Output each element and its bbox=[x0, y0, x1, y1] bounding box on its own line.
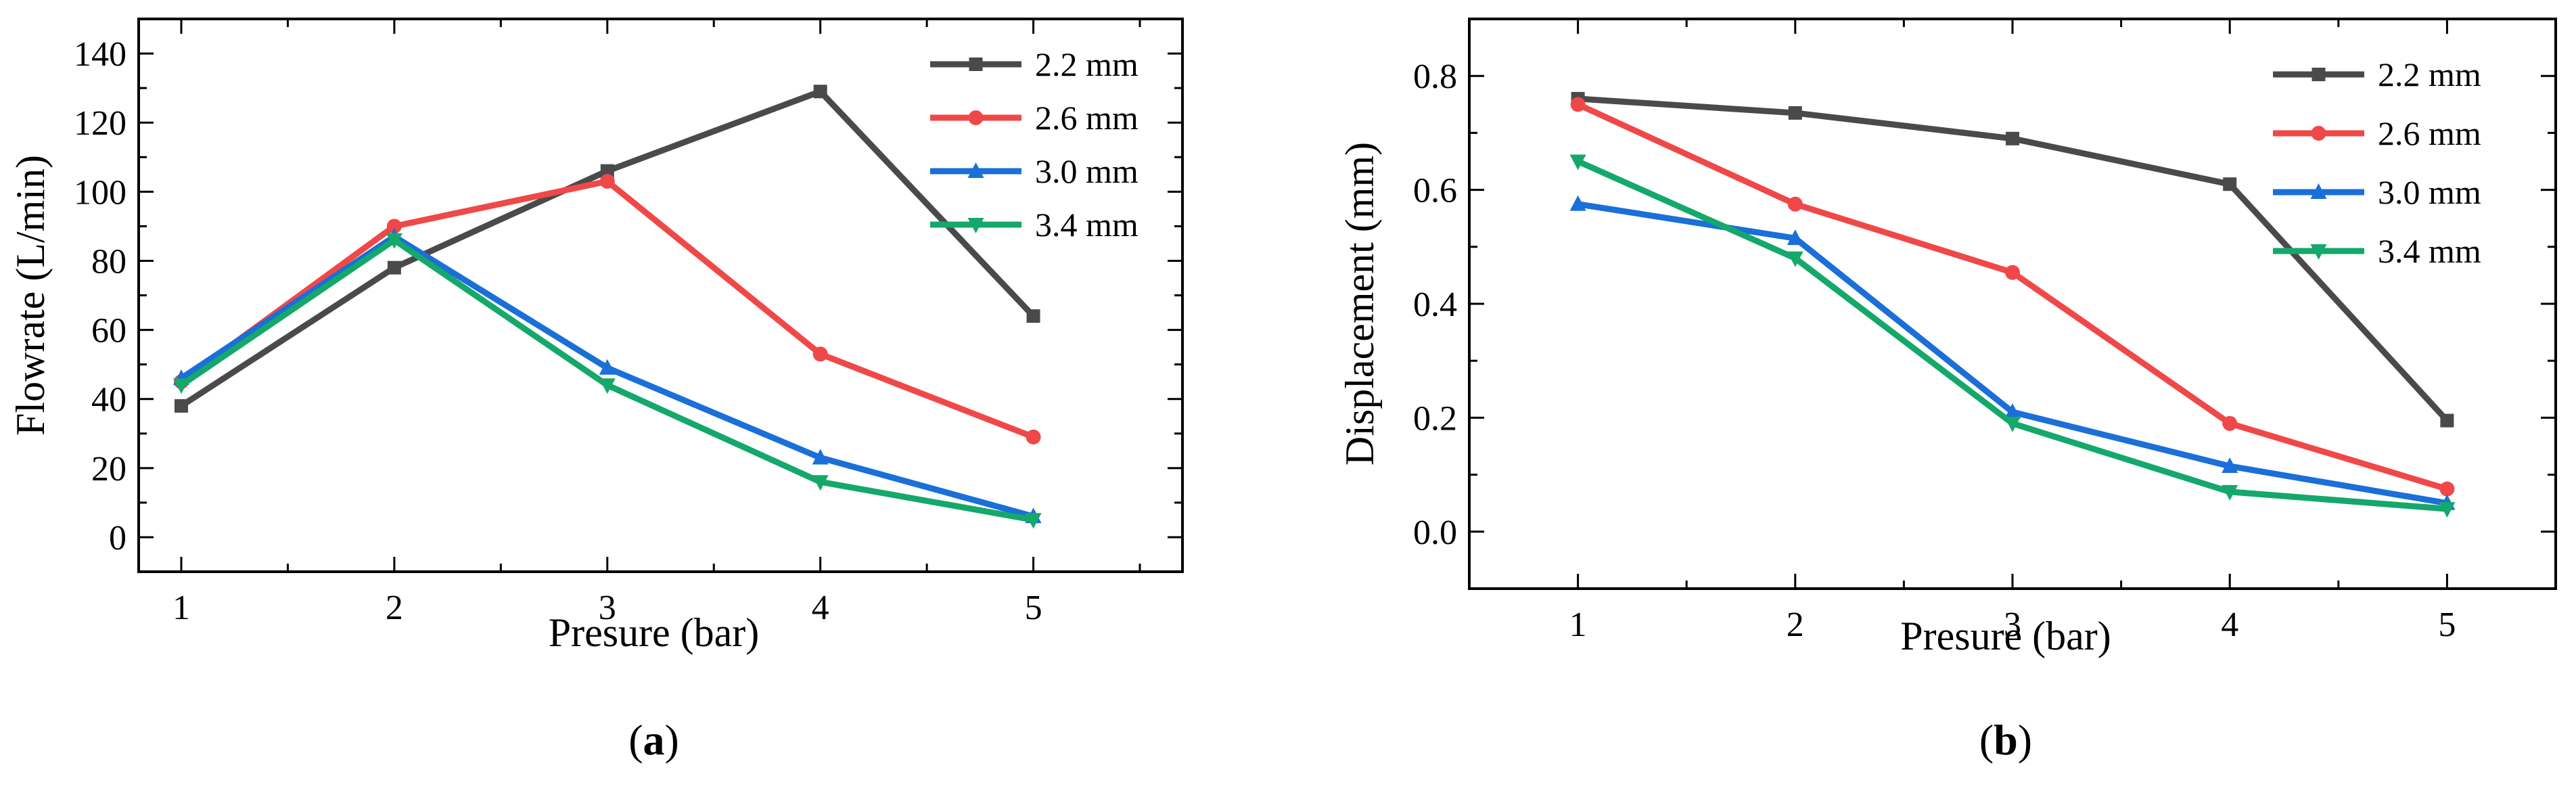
series-line-3.4-mm bbox=[1576, 158, 2447, 512]
marker-slegend1-p0 bbox=[2311, 126, 2326, 141]
marker-slegend3-p0 bbox=[2310, 244, 2327, 260]
x-tick-label: 5 bbox=[1025, 589, 1042, 627]
legend-label: 3.4 mm bbox=[2378, 232, 2481, 270]
marker-s0-p4 bbox=[1026, 309, 1040, 323]
panel-label-part: ( bbox=[628, 716, 643, 764]
marker-s0-p1 bbox=[387, 260, 401, 275]
legend-label: 2.6 mm bbox=[2378, 114, 2481, 152]
y-tick-label: 120 bbox=[74, 104, 127, 143]
marker-s0-p4 bbox=[2440, 413, 2454, 428]
marker-s3-p1 bbox=[386, 233, 402, 249]
x-tick-label: 4 bbox=[2221, 606, 2238, 644]
legend-label: 3.4 mm bbox=[1035, 206, 1138, 244]
marker-s2-p2 bbox=[599, 359, 616, 375]
legend-label: 3.0 mm bbox=[2378, 173, 2481, 211]
x-tick-label: 4 bbox=[812, 589, 829, 627]
marker-s3-p0 bbox=[1569, 154, 1586, 171]
marker-s1-p2 bbox=[2005, 265, 2020, 280]
marker-slegend3-p0 bbox=[967, 218, 984, 233]
y-tick-label: 140 bbox=[74, 35, 127, 74]
marker-s3-p3 bbox=[2222, 484, 2238, 501]
marker-s2-p2 bbox=[2004, 403, 2021, 419]
marker-s1-p3 bbox=[2222, 415, 2238, 431]
marker-s1-p2 bbox=[599, 173, 615, 189]
panel-label-part: a bbox=[643, 716, 665, 764]
marker-s2-p0 bbox=[1569, 195, 1586, 211]
legend-label: 3.0 mm bbox=[1035, 152, 1138, 190]
y-axis-title: Flowrate (L/min) bbox=[8, 155, 53, 436]
marker-s2-p1 bbox=[1787, 229, 1803, 246]
y-tick-label: 40 bbox=[91, 381, 127, 419]
panel-label-part: ( bbox=[1979, 716, 1994, 764]
marker-slegend0-p0 bbox=[2312, 68, 2326, 81]
marker-slegend1-p0 bbox=[968, 110, 984, 125]
marker-slegend2-p0 bbox=[2310, 183, 2327, 199]
legend-label: 2.6 mm bbox=[1035, 99, 1138, 137]
marker-s2-p3 bbox=[2222, 457, 2238, 473]
series-line-2.2-mm bbox=[1578, 95, 2450, 423]
marker-s3-p2 bbox=[2004, 416, 2021, 432]
panel-label: (b) bbox=[1979, 716, 2032, 764]
x-axis-title: Presure (bar) bbox=[1900, 614, 2111, 658]
y-tick-label: 80 bbox=[91, 242, 127, 281]
series-line-2.6-mm bbox=[179, 178, 1035, 440]
x-tick-label: 5 bbox=[2438, 606, 2456, 644]
marker-s0-p0 bbox=[174, 399, 188, 413]
legend-label: 2.2 mm bbox=[1035, 45, 1138, 83]
marker-s0-p2 bbox=[600, 164, 614, 178]
marker-s1-p1 bbox=[1787, 196, 1803, 212]
panel-label-part: b bbox=[1994, 716, 2018, 764]
legend-label: 2.2 mm bbox=[2378, 55, 2481, 93]
y-tick-label: 0.6 bbox=[1413, 172, 1457, 210]
marker-s0-p3 bbox=[2223, 177, 2237, 191]
marker-s2-p3 bbox=[812, 449, 829, 465]
panel-label: (a) bbox=[628, 716, 679, 764]
marker-s3-p4 bbox=[2439, 502, 2456, 518]
x-tick-label: 3 bbox=[599, 589, 616, 627]
panel-label-part: ) bbox=[665, 716, 679, 764]
x-tick-label: 1 bbox=[172, 589, 190, 627]
marker-s1-p4 bbox=[1026, 429, 1041, 445]
y-axis-title: Displacement (mm) bbox=[1337, 142, 1382, 465]
x-axis-title: Presure (bar) bbox=[549, 610, 760, 655]
marker-s0-p3 bbox=[813, 85, 827, 99]
y-tick-label: 20 bbox=[91, 450, 127, 489]
y-tick-label: 0.0 bbox=[1413, 514, 1457, 552]
marker-s1-p0 bbox=[1570, 97, 1586, 112]
marker-slegend0-p0 bbox=[969, 58, 983, 71]
panel-label-part: ) bbox=[2018, 716, 2032, 764]
marker-s3-p4 bbox=[1025, 513, 1042, 529]
marker-s3-p0 bbox=[172, 378, 189, 394]
y-tick-label: 0 bbox=[109, 519, 127, 558]
marker-s0-p2 bbox=[2006, 131, 2019, 145]
marker-s1-p1 bbox=[386, 219, 402, 234]
y-tick-label: 60 bbox=[91, 312, 127, 350]
y-tick-label: 0.2 bbox=[1413, 399, 1457, 438]
x-tick-label: 2 bbox=[1787, 606, 1804, 644]
x-tick-label: 1 bbox=[1569, 606, 1587, 644]
y-tick-label: 0.8 bbox=[1413, 58, 1457, 96]
y-tick-label: 100 bbox=[74, 173, 127, 212]
chart-panel-b: 1 2 3 4 5 0.0 0.2 0.4 0.6 0.8 Presure (bar) Displac… bbox=[1337, 18, 2557, 764]
marker-s3-p2 bbox=[599, 378, 616, 394]
x-tick-label: 2 bbox=[386, 589, 403, 627]
marker-s1-p4 bbox=[2439, 481, 2455, 497]
marker-slegend2-p0 bbox=[967, 162, 984, 178]
marker-s3-p3 bbox=[812, 475, 829, 491]
marker-s0-p1 bbox=[1788, 106, 1802, 120]
marker-s1-p3 bbox=[812, 346, 828, 362]
series-line-3.0-mm bbox=[179, 233, 1034, 520]
y-tick-label: 0.4 bbox=[1413, 286, 1457, 324]
series-line-2.2-mm bbox=[179, 88, 1036, 409]
marker-s3-p1 bbox=[1787, 251, 1803, 267]
chart-panel-a: 1 2 3 4 5 0 20 40 60 80 100 120 140 Presure (bar) Flow… bbox=[8, 18, 1184, 764]
x-tick-label: 3 bbox=[2004, 606, 2021, 644]
